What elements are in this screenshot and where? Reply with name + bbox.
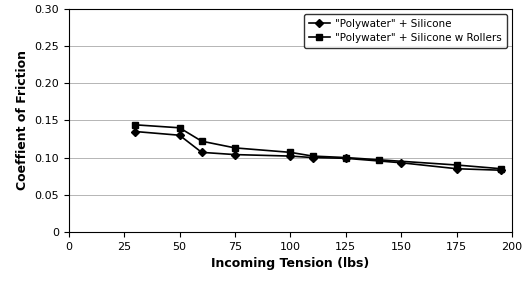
- "Polywater" + Silicone: [343, 157, 349, 160]
- "Polywater" + Silicone w Rollers: [343, 156, 349, 159]
- "Polywater" + Silicone w Rollers: [232, 146, 238, 150]
- X-axis label: Incoming Tension (lbs): Incoming Tension (lbs): [211, 257, 370, 270]
- Line: "Polywater" + Silicone w Rollers: "Polywater" + Silicone w Rollers: [133, 122, 504, 171]
- "Polywater" + Silicone w Rollers: [454, 163, 460, 167]
- "Polywater" + Silicone w Rollers: [199, 139, 205, 143]
- "Polywater" + Silicone: [232, 153, 238, 156]
- "Polywater" + Silicone: [132, 130, 138, 133]
- "Polywater" + Silicone w Rollers: [376, 158, 382, 162]
- "Polywater" + Silicone w Rollers: [176, 126, 183, 130]
- Y-axis label: Coeffient of Friction: Coeffient of Friction: [16, 50, 29, 190]
- Legend: "Polywater" + Silicone, "Polywater" + Silicone w Rollers: "Polywater" + Silicone, "Polywater" + Si…: [304, 14, 507, 48]
- Line: "Polywater" + Silicone: "Polywater" + Silicone: [133, 129, 504, 173]
- "Polywater" + Silicone w Rollers: [498, 167, 504, 171]
- "Polywater" + Silicone: [454, 167, 460, 171]
- "Polywater" + Silicone: [309, 156, 316, 159]
- "Polywater" + Silicone: [287, 154, 294, 158]
- "Polywater" + Silicone w Rollers: [287, 151, 294, 154]
- "Polywater" + Silicone: [176, 133, 183, 137]
- "Polywater" + Silicone: [498, 168, 504, 172]
- "Polywater" + Silicone: [199, 151, 205, 154]
- "Polywater" + Silicone: [398, 161, 404, 164]
- "Polywater" + Silicone w Rollers: [132, 123, 138, 126]
- "Polywater" + Silicone w Rollers: [309, 154, 316, 158]
